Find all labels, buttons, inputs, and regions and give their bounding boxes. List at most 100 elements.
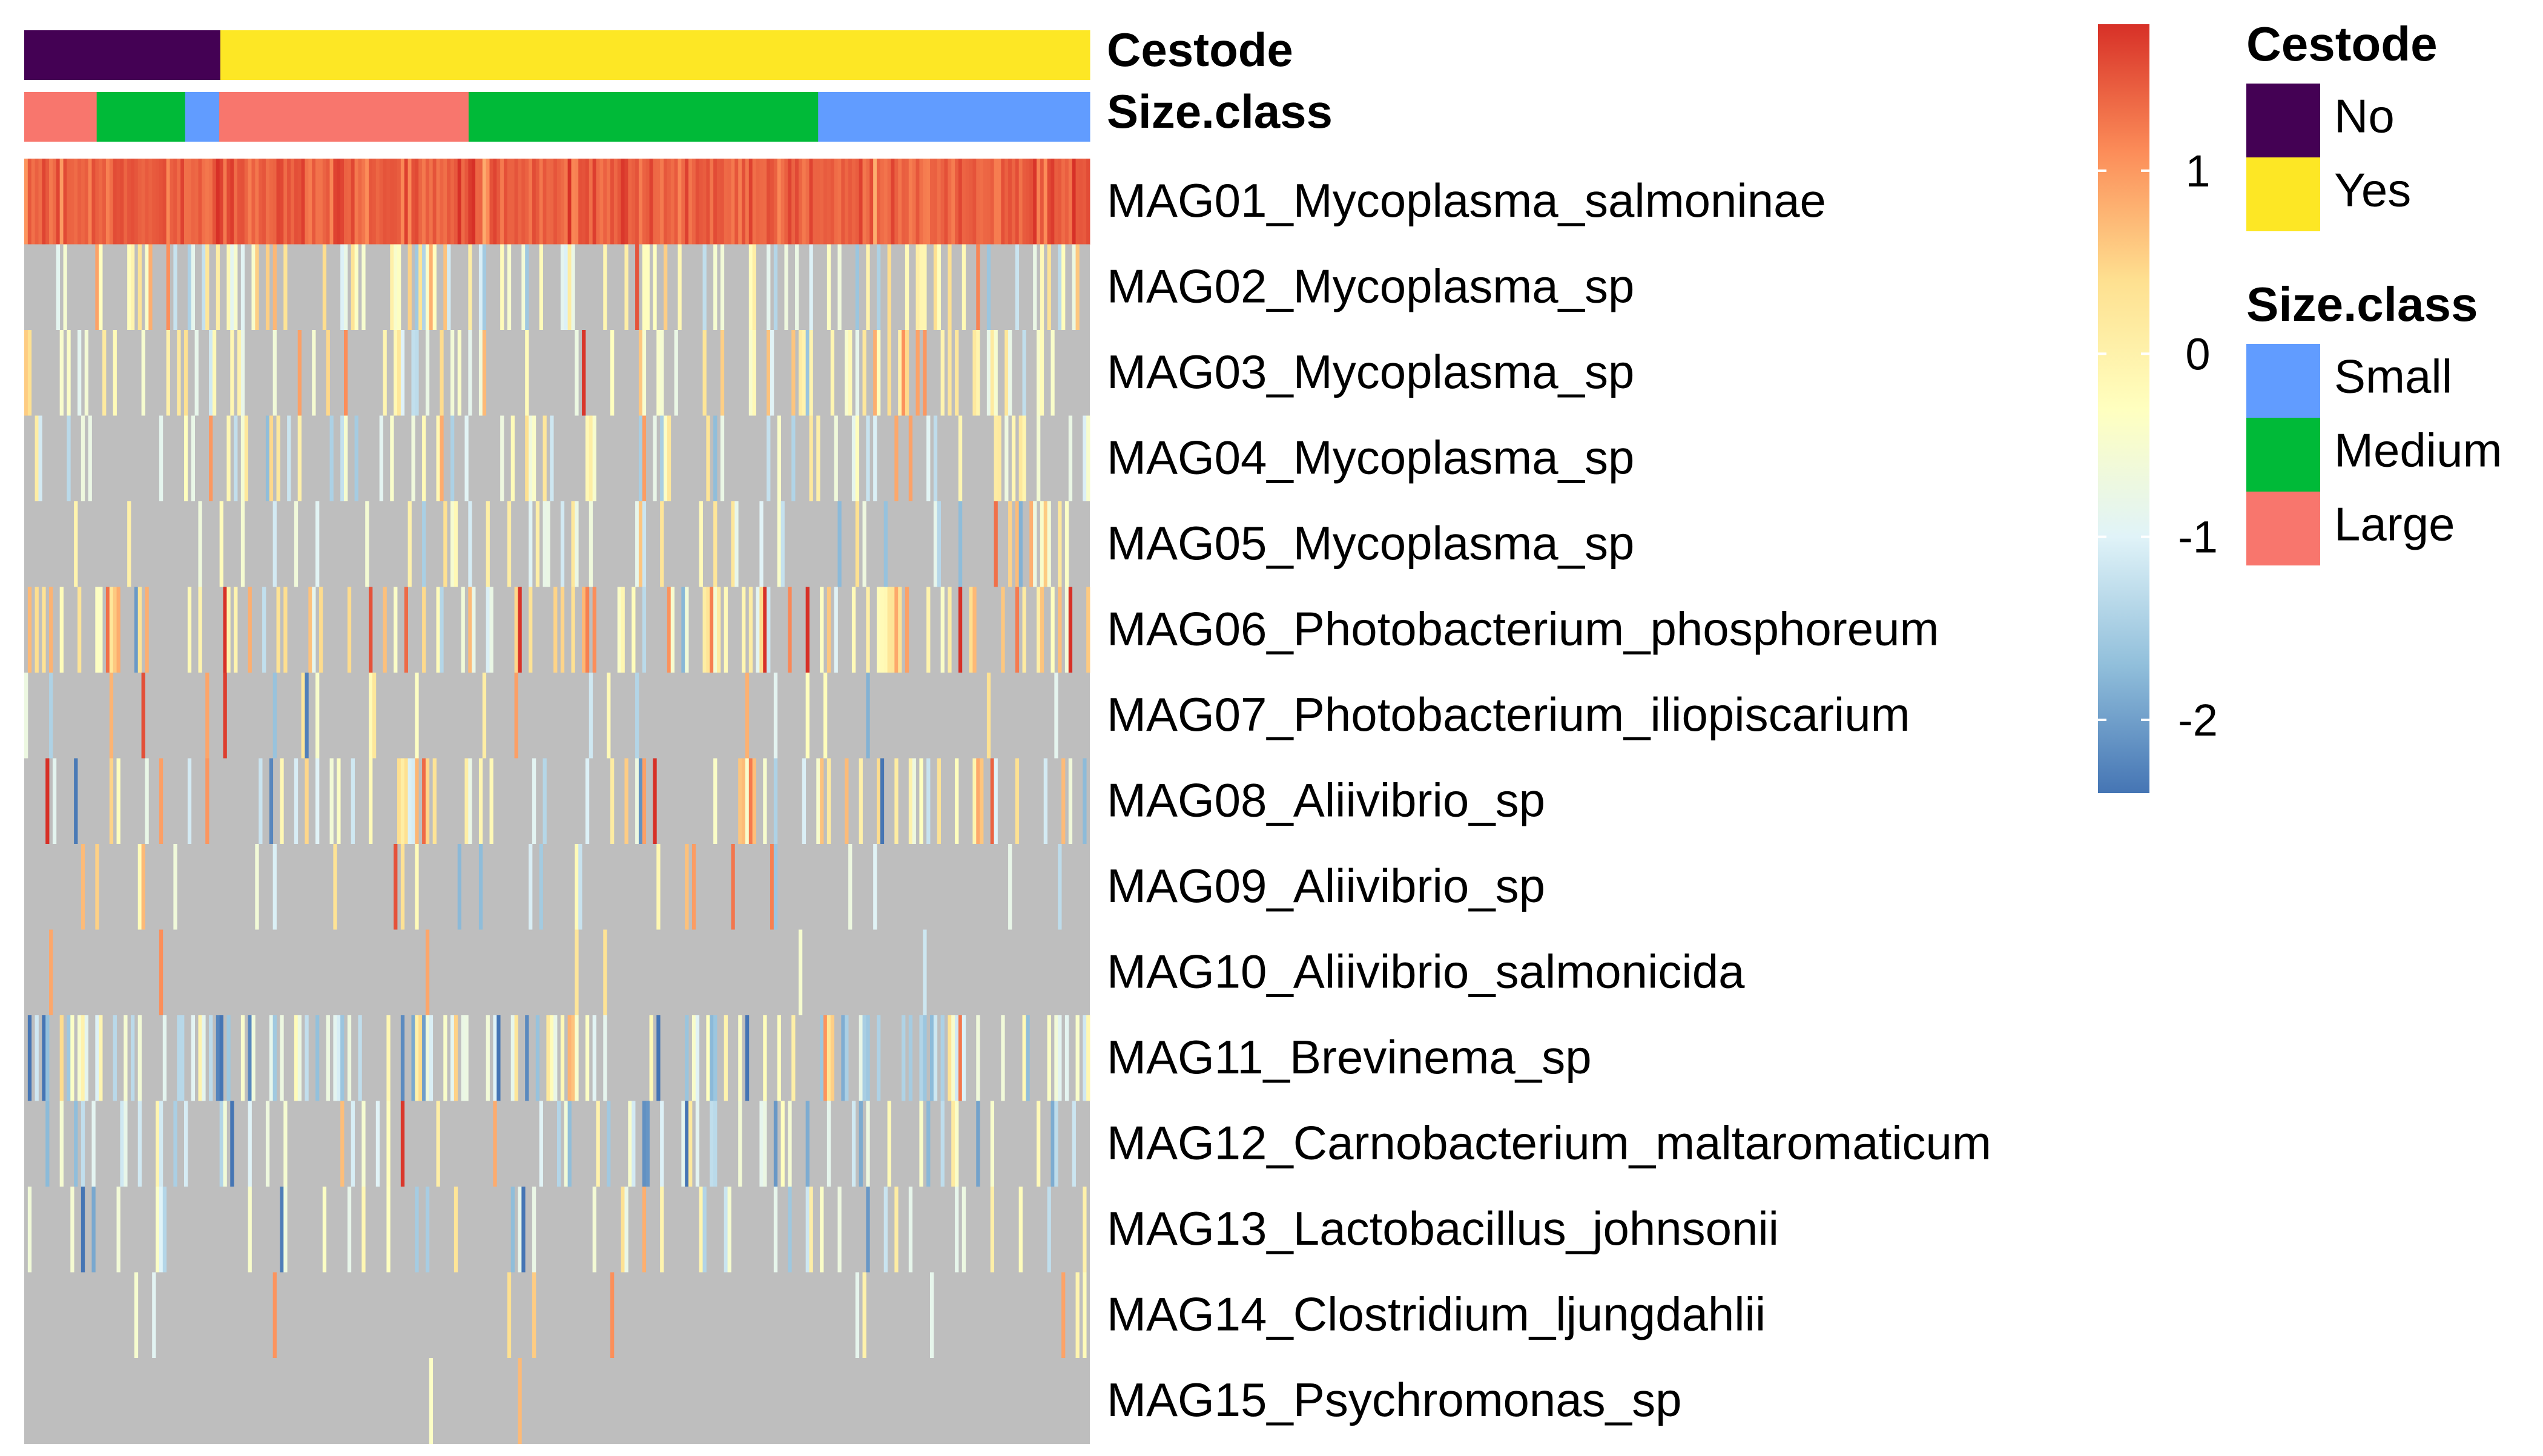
- heatmap-cell: [375, 159, 380, 245]
- heatmap-cell: [42, 587, 46, 673]
- heatmap-cell: [1086, 415, 1090, 502]
- heatmap-cell: [237, 159, 242, 245]
- heatmap-cell: [461, 587, 465, 673]
- heatmap-cell: [1001, 1015, 1005, 1101]
- heatmap-cell: [958, 1015, 963, 1101]
- heatmap-cell: [337, 1015, 341, 1101]
- heatmap-cell: [777, 1015, 781, 1101]
- heatmap-cell: [365, 501, 369, 587]
- row-label-2: MAG02_Mycoplasma_sp: [1107, 260, 1634, 313]
- heatmap-cell: [763, 758, 767, 845]
- heatmap-cell: [809, 159, 813, 245]
- heatmap-cell: [489, 159, 493, 245]
- heatmap-cell: [276, 159, 280, 245]
- heatmap-cell: [74, 758, 78, 845]
- heatmap-cell: [131, 244, 135, 331]
- heatmap-cell: [567, 244, 572, 331]
- heatmap-cell: [109, 758, 114, 845]
- heatmap-cell: [162, 1187, 167, 1273]
- heatmap-cell: [280, 159, 284, 245]
- heatmap-cell: [613, 159, 618, 245]
- heatmap-cell: [773, 758, 778, 845]
- heatmap-cell: [1008, 844, 1012, 930]
- heatmap-cell: [848, 330, 853, 416]
- heatmap-cell: [532, 1272, 536, 1359]
- heatmap-cell: [120, 159, 124, 245]
- heatmap-cell: [713, 1101, 717, 1187]
- heatmap-cell: [358, 1015, 362, 1101]
- heatmap-cell: [660, 1187, 664, 1273]
- heatmap-cell: [642, 501, 647, 587]
- heatmap-cell: [877, 159, 881, 245]
- heatmap-cell: [344, 415, 348, 502]
- heatmap-cell: [194, 330, 199, 416]
- heatmap-cell: [915, 159, 920, 245]
- heatmap-cell: [930, 1272, 934, 1359]
- heatmap-cell: [862, 159, 866, 245]
- heatmap-cell: [400, 758, 405, 845]
- heatmap-cell: [287, 159, 291, 245]
- heatmap-cell: [887, 330, 891, 416]
- heatmap-cell: [486, 587, 490, 673]
- heatmap-cell: [45, 758, 50, 845]
- heatmap-cell: [1004, 330, 1009, 416]
- heatmap-cell: [877, 1015, 881, 1101]
- heatmap-cell: [145, 587, 149, 673]
- heatmap-cell: [1037, 159, 1041, 245]
- heatmap-cell: [891, 587, 895, 673]
- heatmap-cell: [951, 159, 955, 245]
- heatmap-cell: [418, 1015, 423, 1101]
- heatmap-cell: [137, 1101, 142, 1187]
- heatmap-cell: [272, 330, 277, 416]
- heatmap-cell: [347, 1187, 352, 1273]
- heatmap-cell: [905, 244, 909, 331]
- heatmap-cell: [826, 159, 831, 245]
- heatmap-cell: [567, 1101, 572, 1187]
- heatmap-cell: [681, 1101, 685, 1187]
- heatmap-cell: [202, 159, 206, 245]
- heatmap-cell: [489, 587, 493, 673]
- heatmap-cell: [866, 415, 870, 502]
- heatmap-cell: [248, 1187, 252, 1273]
- heatmap-cell: [329, 159, 334, 245]
- heatmap-cell: [905, 159, 909, 245]
- heatmap-cell: [866, 587, 870, 673]
- heatmap-cell: [607, 673, 611, 759]
- heatmap-cell: [866, 673, 870, 759]
- heatmap-cell: [1022, 159, 1026, 245]
- heatmap-cell: [773, 673, 778, 759]
- heatmap-cell: [180, 159, 185, 245]
- heatmap-cell: [187, 244, 192, 331]
- heatmap-cell: [134, 159, 139, 245]
- heatmap-cell: [767, 415, 771, 502]
- heatmap-cell: [418, 159, 423, 245]
- heatmap-cell: [816, 415, 820, 502]
- heatmap-cell: [351, 1101, 355, 1187]
- heatmap-cell: [1058, 159, 1062, 245]
- heatmap-cell: [866, 1187, 870, 1273]
- heatmap-cell: [113, 159, 117, 245]
- heatmap-cell: [837, 244, 842, 331]
- heatmap-cell: [425, 1187, 430, 1273]
- heatmap-cell: [372, 673, 377, 759]
- heatmap-cell: [873, 159, 877, 245]
- heatmap-cell: [1040, 159, 1044, 245]
- heatmap-cell: [656, 159, 661, 245]
- heatmap-cell: [173, 159, 177, 245]
- heatmap-cell: [394, 159, 398, 245]
- heatmap-cell: [990, 1101, 994, 1187]
- heatmap-cell: [816, 159, 820, 245]
- legend-label-yes: Yes: [2334, 163, 2411, 217]
- heatmap-cell: [425, 159, 430, 245]
- heatmap-cell: [695, 1015, 700, 1101]
- heatmap-row-background: [24, 1358, 1090, 1444]
- heatmap-cell: [369, 159, 373, 245]
- heatmap-cell: [411, 415, 415, 502]
- heatmap-cell: [305, 758, 309, 845]
- legend-label-no: No: [2334, 90, 2395, 143]
- heatmap-cell: [1018, 159, 1023, 245]
- heatmap-cell: [805, 1187, 810, 1273]
- heatmap-cell: [1047, 244, 1051, 331]
- annotation-segment-cestode-1: [220, 30, 1090, 80]
- heatmap-cell: [375, 1101, 380, 1187]
